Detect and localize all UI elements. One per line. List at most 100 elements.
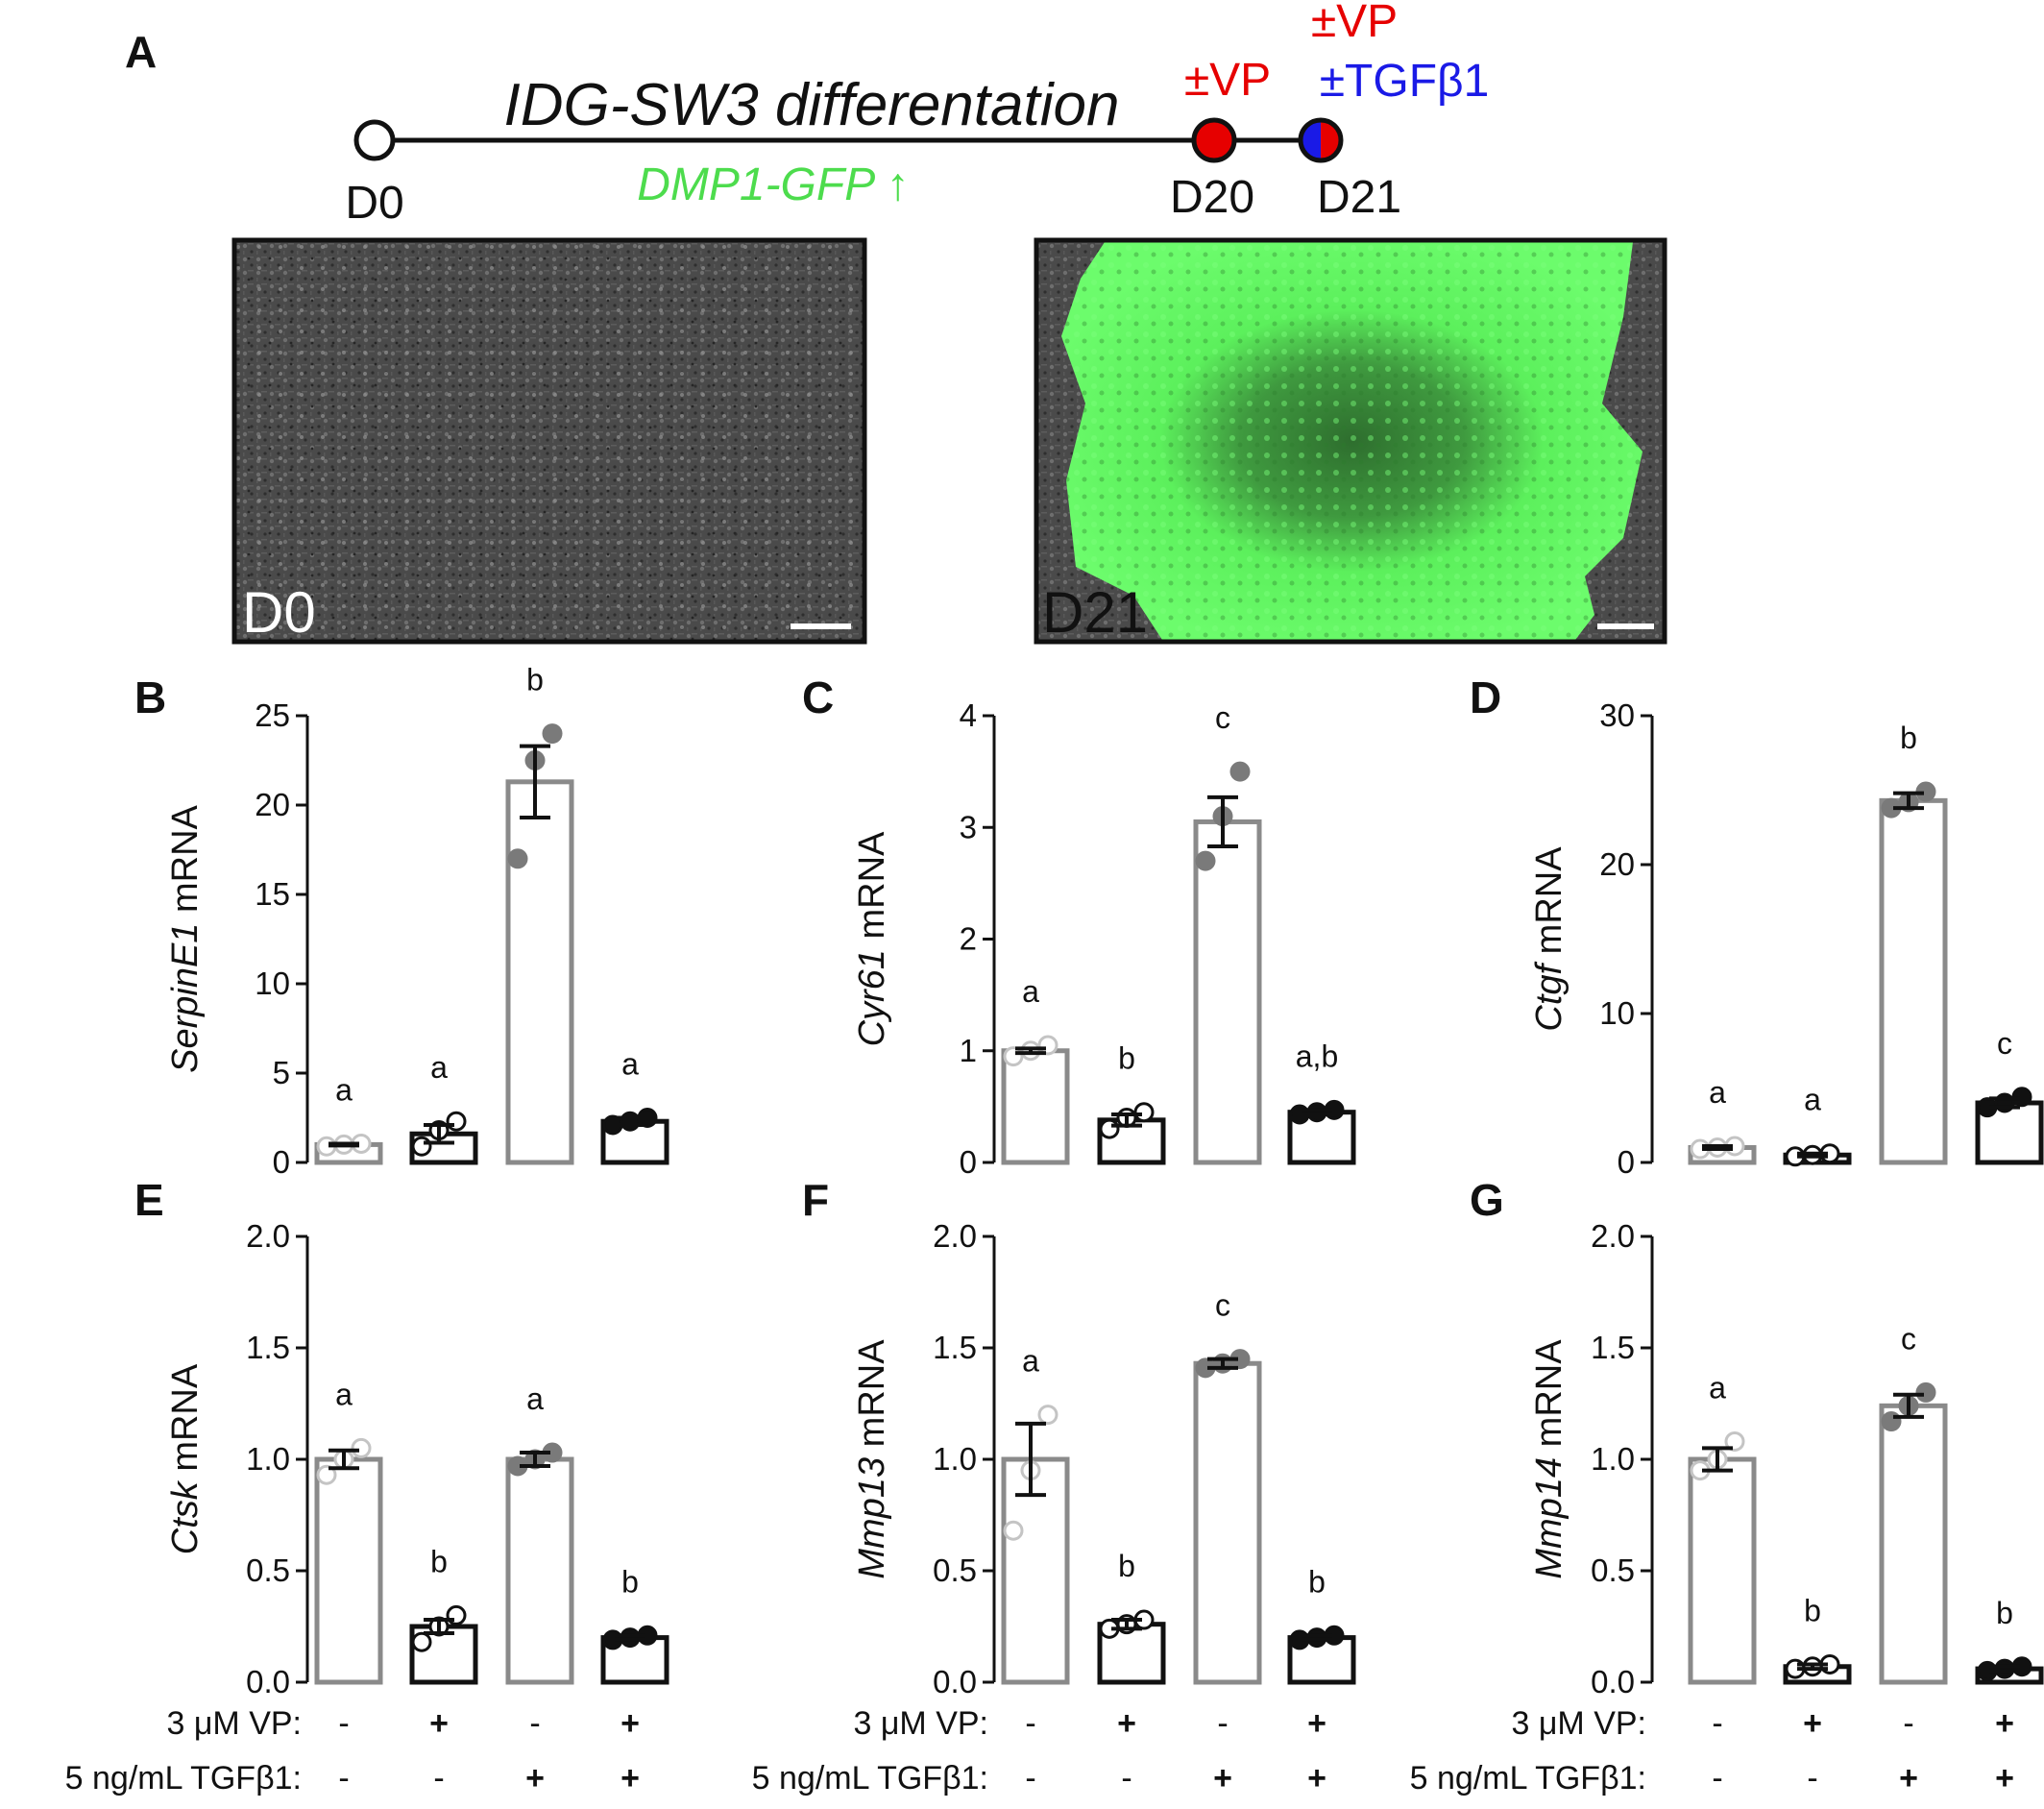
y-tick-label: 1.5 (246, 1330, 290, 1365)
y-tick-label: 20 (255, 787, 290, 822)
y-tick-label: 0 (273, 1144, 290, 1180)
y-tick-label: 0.5 (933, 1552, 977, 1588)
significance-label: a (335, 1072, 353, 1107)
vp-row-label: 3 μM VP: (853, 1705, 988, 1742)
y-tick-label: 1 (960, 1033, 977, 1068)
significance-label: a (1804, 1083, 1821, 1117)
y-axis-label: SerpinE1 mRNA (165, 804, 206, 1072)
significance-label: a (430, 1050, 448, 1085)
y-axis-label: Ctsk mRNA (165, 1363, 206, 1554)
significance-label: b (526, 663, 544, 697)
y-tick-label: 2.0 (246, 1218, 290, 1254)
vp-condition-mark: + (1117, 1705, 1136, 1742)
y-tick-label: 15 (255, 876, 290, 912)
data-point (1003, 1520, 1024, 1541)
bar (1879, 797, 1948, 1165)
panel-letter-f: F (802, 1175, 829, 1225)
timeline-title: IDG-SW3 differentation (504, 72, 1120, 138)
micrograph-d0: D0 (231, 237, 867, 645)
significance-label: a (1022, 1344, 1039, 1379)
vp-condition-mark: - (338, 1705, 349, 1742)
panel-letter-e: E (134, 1175, 164, 1225)
data-point (351, 1437, 372, 1458)
tgf-condition-mark: + (1899, 1760, 1918, 1797)
y-tick-label: 10 (255, 966, 290, 1001)
significance-label: a (1709, 1075, 1726, 1110)
tgf-condition-mark: + (620, 1760, 640, 1797)
tgf-condition-mark: + (1995, 1760, 2014, 1797)
vp-condition-mark: + (1995, 1705, 2014, 1742)
data-point (1037, 1405, 1058, 1426)
y-tick-label: 0.5 (246, 1552, 290, 1588)
vp-condition-mark: - (529, 1705, 540, 1742)
significance-label: b (1804, 1593, 1821, 1627)
panel-letter-c: C (802, 672, 834, 722)
bar (1193, 1360, 1262, 1685)
tgf-row-label: 5 ng/mL TGFβ1: (65, 1760, 302, 1797)
significance-label: b (1118, 1041, 1135, 1076)
tgf-condition-mark: + (1213, 1760, 1232, 1797)
day-label-d20: D20 (1170, 172, 1254, 223)
chart-panel-c: C 0 1 2 3 4 Cyr61 mRNA a b c a,b (802, 672, 1356, 1180)
tgf-condition-mark: + (525, 1760, 545, 1797)
chart-panel-b: B 0 5 10 15 20 25 SerpinE1 mRNA a a b a (134, 663, 669, 1180)
y-tick-label: 0 (960, 1144, 977, 1180)
timeline-d20-marker (1191, 117, 1237, 163)
y-tick-label: 20 (1599, 846, 1635, 882)
chart-panel-f: F 0.0 0.5 1.0 1.5 2.0 Mmp13 mRNA a b c b (802, 1175, 1356, 1699)
significance-label: a,b (1296, 1039, 1338, 1073)
tgf-row-label: 5 ng/mL TGFβ1: (1410, 1760, 1646, 1797)
bar (314, 1456, 383, 1685)
significance-label: c (1997, 1026, 2012, 1061)
chart-panel-g: G 0.0 0.5 1.0 1.5 2.0 Mmp14 mRNA a b c b (1470, 1175, 2044, 1699)
image-label-d0: D0 (242, 580, 316, 645)
bar (1193, 819, 1262, 1165)
chart-panel-e: E 0.0 0.5 1.0 1.5 2.0 Ctsk mRNA a b a b (134, 1175, 669, 1699)
bar-charts: B 0 5 10 15 20 25 SerpinE1 mRNA a a b a C 0 1 2 3 4 Cyr61 … (134, 663, 2044, 1699)
data-point (1195, 850, 1216, 871)
tgf-condition-mark: + (1307, 1760, 1326, 1797)
significance-label: b (430, 1544, 448, 1578)
y-tick-label: 5 (273, 1055, 290, 1090)
y-tick-label: 1.0 (1591, 1441, 1635, 1477)
y-tick-label: 25 (255, 697, 290, 733)
condition-tables: 3 μM VP:5 ng/mL TGFβ1:--+--+++3 μM VP:5 … (65, 1705, 2014, 1797)
tgf-condition-mark: - (1025, 1760, 1035, 1797)
significance-label: b (1900, 721, 1917, 755)
data-point (1229, 761, 1251, 782)
image-label-d21: D21 (1042, 580, 1148, 645)
y-tick-label: 1.5 (933, 1330, 977, 1365)
significance-label: b (1118, 1549, 1135, 1583)
y-tick-label: 0 (1618, 1144, 1635, 1180)
data-point (1099, 1118, 1120, 1139)
bar (505, 1456, 574, 1685)
bar (1879, 1403, 1948, 1685)
vp-condition-mark: + (429, 1705, 449, 1742)
data-point (1133, 1102, 1155, 1123)
y-tick-label: 4 (960, 697, 977, 733)
data-point (446, 1111, 467, 1132)
y-tick-label: 3 (960, 809, 977, 844)
y-tick-label: 2.0 (933, 1218, 977, 1254)
y-tick-label: 30 (1599, 697, 1635, 733)
tgf-condition-mark: - (1807, 1760, 1817, 1797)
panel-letter-d: D (1470, 672, 1501, 722)
y-axis-label: Ctgf mRNA (1529, 846, 1570, 1032)
data-point (542, 723, 563, 745)
y-tick-label: 1.5 (1591, 1330, 1635, 1365)
data-point (411, 1136, 432, 1157)
y-axis-label: Cyr61 mRNA (852, 831, 892, 1046)
condition-table: 3 μM VP:5 ng/mL TGFβ1:--+--+++ (752, 1705, 1326, 1797)
d21-treatment-vp-label: ±VP (1311, 0, 1398, 47)
vp-condition-mark: + (1307, 1705, 1326, 1742)
condition-table: 3 μM VP:5 ng/mL TGFβ1:--+--+++ (1410, 1705, 2014, 1797)
tgf-row-label: 5 ng/mL TGFβ1: (752, 1760, 988, 1797)
vp-condition-mark: - (1025, 1705, 1035, 1742)
y-axis-label: Mmp14 mRNA (1529, 1339, 1570, 1579)
tgf-condition-mark: - (1712, 1760, 1722, 1797)
vp-condition-mark: - (1712, 1705, 1722, 1742)
y-tick-label: 2 (960, 921, 977, 957)
significance-label: b (1996, 1596, 2013, 1630)
tgf-condition-mark: - (338, 1760, 349, 1797)
